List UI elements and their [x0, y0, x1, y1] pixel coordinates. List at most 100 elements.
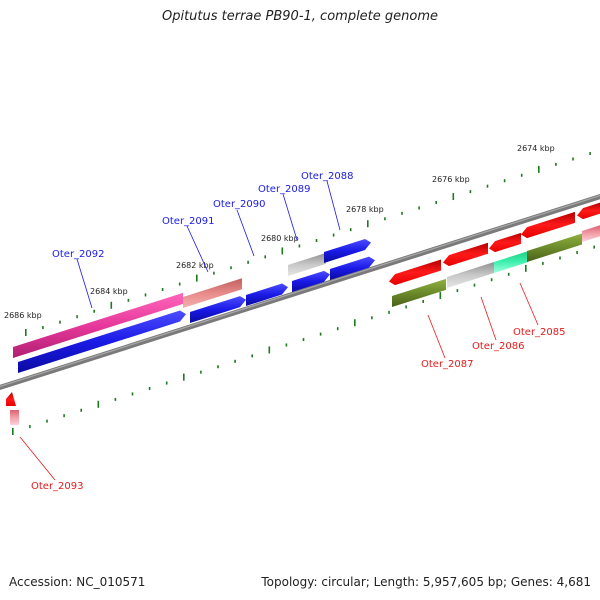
scale-tick	[418, 206, 420, 210]
genome-backbone	[0, 193, 600, 391]
scale-tick	[110, 301, 113, 309]
gene-label-oter-2092[interactable]: Oter_2092	[52, 249, 105, 260]
scale-tick	[25, 329, 27, 336]
scale-label-2680: 2680 kbp	[261, 234, 299, 243]
scale-tick	[230, 266, 232, 270]
gene-label-oter-2086[interactable]: Oter_2086	[472, 341, 525, 352]
scale-tick	[401, 211, 403, 215]
gene-arrow-pink-edge[interactable]	[582, 225, 600, 242]
gene-label-oter-2090[interactable]: Oter_2090	[213, 199, 266, 210]
gene-arrow-oter-2091[interactable]	[183, 278, 242, 308]
gene-label-oter-2093[interactable]: Oter_2093	[31, 481, 84, 492]
scale-label-2686: 2686 kbp	[4, 311, 42, 320]
scale-tick	[439, 292, 442, 300]
scale-tick	[469, 190, 472, 194]
gene-arrow-oter-2085-mint[interactable]	[494, 251, 528, 273]
scale-tick	[332, 233, 335, 237]
scale-tick	[542, 261, 544, 265]
scale-tick	[315, 239, 318, 243]
scale-tick	[251, 354, 253, 358]
gene-label-oter-2089[interactable]: Oter_2089	[258, 184, 311, 195]
scale-tick	[384, 217, 386, 221]
scale-tick	[371, 316, 373, 320]
scale-tick	[127, 298, 130, 302]
scale-tick	[486, 184, 489, 188]
gene-arrow-oter-2088-blue[interactable]	[330, 256, 375, 280]
scale-tick	[354, 319, 356, 327]
scale-tick	[80, 408, 82, 412]
genome-summary-text: Topology: circular; Length: 5,957,605 bp…	[261, 575, 591, 589]
gene-label-oter-2088[interactable]: Oter_2088	[301, 171, 354, 182]
scale-tick	[178, 282, 181, 286]
scale-tick	[76, 315, 78, 319]
gene-arrow-red-5[interactable]	[577, 202, 600, 220]
scale-tick	[97, 400, 100, 408]
scale-tick	[520, 173, 523, 177]
scale-tick	[281, 247, 284, 255]
gene-arrow-red-2[interactable]	[443, 242, 488, 267]
gene-arrow-oter-2088[interactable]	[324, 238, 371, 263]
scale-tick	[576, 251, 578, 255]
scale-tick	[490, 278, 493, 282]
scale-tick	[161, 287, 164, 291]
gene-arrow-oter-2086[interactable]	[447, 262, 494, 288]
gene-arrow-red-3[interactable]	[489, 232, 521, 253]
scale-tick	[452, 193, 455, 201]
scale-tick	[46, 419, 48, 423]
scale-tick	[503, 179, 506, 183]
scale-label-2684: 2684 kbp	[90, 287, 128, 296]
gene-arrow-oter-2091-blue[interactable]	[190, 296, 246, 323]
scale-tick	[264, 255, 266, 259]
gene-arrow-red-4[interactable]	[521, 211, 575, 239]
scale-tick	[268, 346, 271, 354]
gene-label-oter-2087[interactable]: Oter_2087	[421, 359, 474, 370]
scale-tick	[196, 274, 198, 282]
scale-tick	[285, 343, 288, 347]
gene-arrow-oter-2090-blue[interactable]	[246, 283, 288, 306]
accession-text: Accession: NC_010571	[9, 575, 146, 589]
scale-tick	[12, 428, 14, 435]
gene-arrow-oter-2093-red[interactable]	[6, 392, 16, 406]
scale-tick	[555, 162, 557, 166]
gene-arrow-oter-2092[interactable]	[13, 292, 183, 358]
scale-tick	[593, 245, 595, 249]
leader-lines-top	[76, 180, 341, 309]
gene-arrow-oter-2089-blue[interactable]	[292, 270, 330, 292]
scale-tick	[319, 332, 322, 336]
leader-lines-bottom	[19, 282, 539, 481]
scale-tick	[29, 425, 31, 429]
scale-tick	[42, 326, 44, 330]
scale-tick	[388, 310, 390, 314]
scale-label-2676: 2676 kbp	[432, 175, 470, 184]
gene-arrow-oter-2087[interactable]	[392, 278, 446, 307]
gene-arrow-red-1[interactable]	[389, 259, 441, 286]
scale-tick	[405, 305, 407, 309]
gene-features	[6, 202, 600, 425]
scale-tick	[589, 152, 591, 156]
scale-tick	[144, 293, 147, 297]
scale-label-2678: 2678 kbp	[346, 205, 384, 214]
scale-tick	[302, 338, 305, 342]
gene-arrow-oter-2092-blue[interactable]	[18, 310, 186, 373]
scale-tick	[114, 397, 117, 401]
scale-tick	[349, 228, 352, 232]
scale-tick	[63, 414, 65, 418]
scale-tick	[367, 220, 369, 228]
gene-arrow-oter-2093-pink[interactable]	[10, 410, 19, 425]
scale-ticks-inner	[12, 245, 595, 435]
gene-label-oter-2091[interactable]: Oter_2091	[162, 216, 215, 227]
gene-label-oter-2085[interactable]: Oter_2085	[513, 327, 566, 338]
gene-arrow-oter-2089[interactable]	[288, 252, 326, 276]
scale-tick	[336, 327, 339, 331]
scale-tick	[422, 299, 424, 303]
scale-tick	[148, 386, 151, 390]
scale-tick	[183, 373, 185, 381]
genome-backbone-highlight	[0, 194, 600, 388]
gene-arrow-oter-2085[interactable]	[527, 233, 582, 262]
scale-tick	[538, 165, 540, 173]
scale-ticks-outer	[25, 152, 591, 336]
map-title: Opitutus terrae PB90-1, complete genome	[161, 9, 439, 24]
scale-tick	[456, 289, 459, 293]
scale-tick	[131, 392, 134, 396]
scale-tick	[572, 157, 574, 161]
